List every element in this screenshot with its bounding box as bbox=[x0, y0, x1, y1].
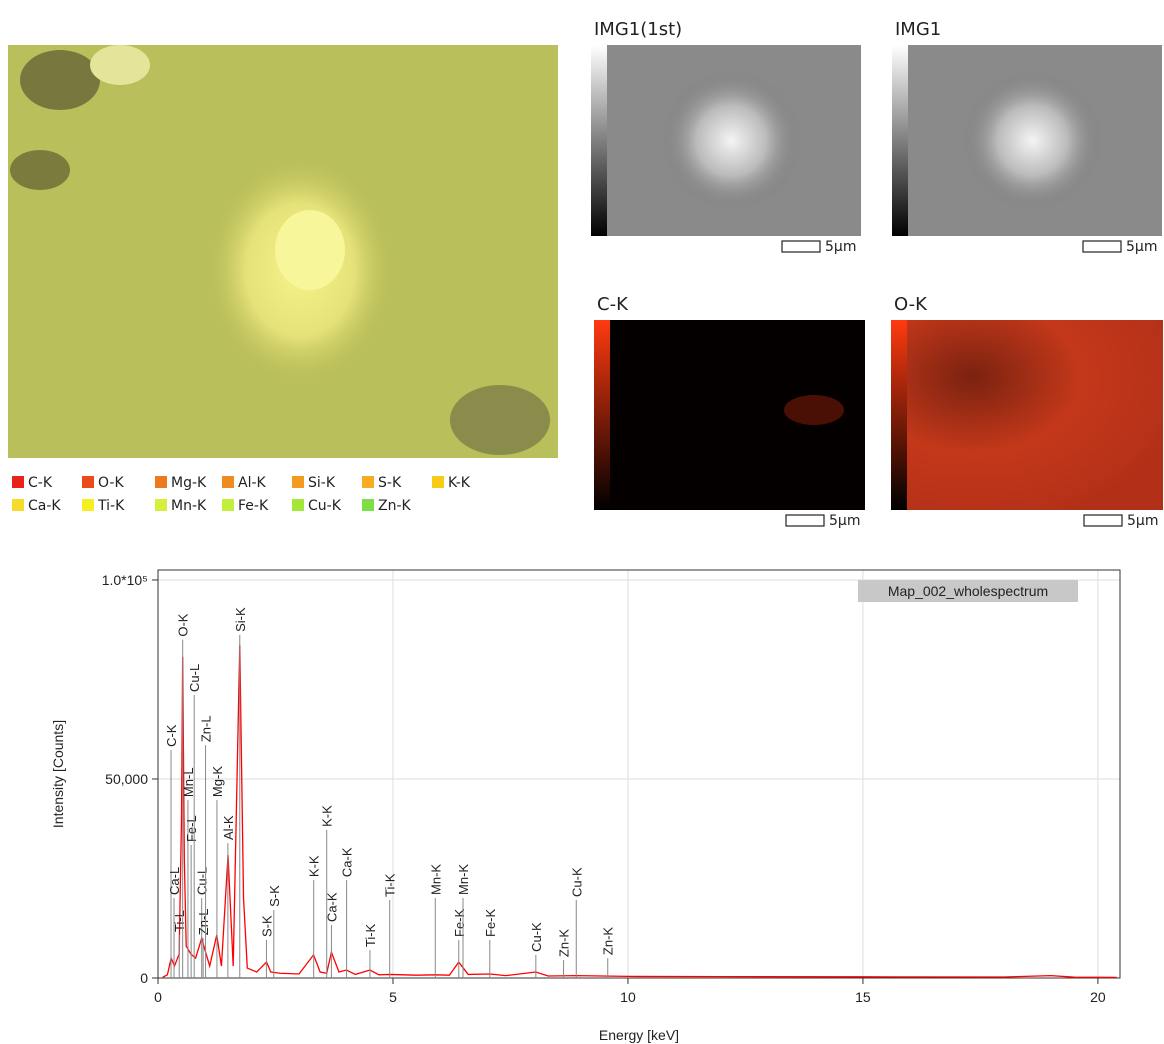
x-tick-label: 5 bbox=[389, 989, 397, 1005]
colorbar bbox=[892, 45, 908, 236]
peak-label: Mn-K bbox=[456, 864, 471, 895]
peak-label: Mg-K bbox=[210, 766, 225, 797]
scale-bar bbox=[1083, 241, 1121, 252]
peak-label: Zn-K bbox=[557, 929, 572, 958]
peak-label: K-K bbox=[307, 855, 322, 877]
panel-image bbox=[891, 320, 1163, 510]
peak-label: K-K bbox=[320, 805, 335, 827]
legend-swatch bbox=[82, 499, 94, 511]
peak-label: Zn-K bbox=[601, 927, 616, 956]
legend-swatch bbox=[292, 476, 304, 488]
peak-label: Ti-K bbox=[383, 873, 398, 897]
panel-feature bbox=[784, 395, 844, 425]
peak-label: Fe-K bbox=[452, 908, 467, 937]
panel-title: IMG1(1st) bbox=[594, 19, 682, 40]
peak-label: Ti-L bbox=[172, 910, 187, 932]
peak-label: Cu-L bbox=[195, 867, 210, 895]
legend-label: Fe-K bbox=[238, 498, 269, 514]
y-tick-label: 1.0*10⁵ bbox=[102, 572, 148, 588]
x-tick-label: 20 bbox=[1090, 989, 1106, 1005]
peak-label: O-K bbox=[176, 613, 191, 636]
legend-swatch bbox=[82, 476, 94, 488]
image-panels: IMG1(1st) 5μm IMG1 5μm C-K 5μm O-K 5μm bbox=[591, 19, 1163, 529]
colorbar bbox=[591, 45, 607, 236]
overlay-map bbox=[8, 45, 558, 458]
legend-label: K-K bbox=[448, 475, 471, 491]
y-axis-label: Intensity [Counts] bbox=[50, 720, 66, 828]
y-tick-label: 0 bbox=[140, 970, 148, 986]
peak-label: C-K bbox=[164, 724, 179, 747]
panel-title: IMG1 bbox=[895, 19, 941, 40]
peak-label: Ti-K bbox=[363, 923, 378, 947]
peak-label: S-K bbox=[259, 915, 274, 937]
peak-label: Si-K bbox=[233, 607, 248, 632]
spectrum-chart: 0 5 10 15 20 0 50,000 1.0*10⁵ Energy [keV] Intens… bbox=[50, 570, 1120, 1043]
legend-swatch bbox=[362, 499, 374, 511]
scale-bar-label: 5μm bbox=[825, 239, 856, 255]
peak-label: Al-K bbox=[221, 815, 236, 840]
scale-bar-label: 5μm bbox=[829, 513, 860, 529]
legend-label: Zn-K bbox=[378, 498, 412, 514]
panel-title: O-K bbox=[894, 294, 928, 315]
legend-label: Si-K bbox=[308, 475, 336, 491]
legend-label: Ti-K bbox=[97, 498, 125, 514]
legend-label: O-K bbox=[98, 475, 124, 491]
legend-label: C-K bbox=[28, 475, 53, 491]
panel-feature bbox=[661, 71, 801, 211]
legend-swatch bbox=[222, 476, 234, 488]
legend-label: Mn-K bbox=[171, 498, 207, 514]
plot-frame bbox=[158, 570, 1120, 978]
legend-swatch bbox=[12, 476, 24, 488]
legend-label: Cu-K bbox=[308, 498, 342, 514]
scale-bar bbox=[1084, 515, 1122, 526]
panel-feature bbox=[962, 71, 1102, 211]
legend-label: Al-K bbox=[238, 475, 267, 491]
x-tick-label: 0 bbox=[154, 989, 162, 1005]
legend-swatch bbox=[432, 476, 444, 488]
legend-swatch bbox=[222, 499, 234, 511]
legend-label: Mg-K bbox=[171, 475, 207, 491]
legend-swatch bbox=[155, 499, 167, 511]
scale-bar-label: 5μm bbox=[1127, 513, 1158, 529]
scale-bar bbox=[786, 515, 824, 526]
legend-label: Map_002_wholespectrum bbox=[888, 583, 1048, 599]
peak-label: Zn-L bbox=[196, 908, 211, 935]
peak-label: Ca-L bbox=[167, 867, 182, 895]
colorbar bbox=[594, 320, 610, 510]
scale-bar-label: 5μm bbox=[1126, 239, 1157, 255]
spectrum-line bbox=[163, 645, 1117, 978]
peak-label: Fe-K bbox=[483, 908, 498, 937]
page: C-KO-KMg-KAl-KSi-KS-KK-KCa-KTi-KMn-KFe-K… bbox=[0, 0, 1164, 1044]
peak-label: Cu-L bbox=[187, 664, 202, 692]
colorbar bbox=[891, 320, 907, 510]
peak-label: Ca-K bbox=[324, 892, 339, 922]
peak-label: Cu-K bbox=[529, 922, 544, 952]
panel-title: C-K bbox=[597, 294, 629, 315]
peak-label: Zn-L bbox=[199, 715, 214, 742]
legend-label: Ca-K bbox=[28, 498, 61, 514]
legend-swatch bbox=[12, 499, 24, 511]
peak-label: Cu-K bbox=[569, 867, 584, 897]
x-axis-label: Energy [keV] bbox=[599, 1027, 679, 1043]
legend-swatch bbox=[292, 499, 304, 511]
map-legend: C-K O-K Mg-K Al-K Si-K S-K K-K Ca-K Ti-K Mn-K Fe-K… bbox=[12, 475, 471, 514]
y-tick-label: 50,000 bbox=[105, 771, 148, 787]
scale-bar bbox=[782, 241, 820, 252]
peak-label: Mn-K bbox=[428, 864, 443, 895]
x-tick-label: 15 bbox=[855, 989, 871, 1005]
x-tick-label: 10 bbox=[620, 989, 636, 1005]
legend-swatch bbox=[155, 476, 167, 488]
peak-label: S-K bbox=[267, 885, 282, 907]
legend-swatch bbox=[362, 476, 374, 488]
legend-label: S-K bbox=[378, 475, 402, 491]
peak-label: Mn-L bbox=[181, 767, 196, 797]
peak-label: Fe-L bbox=[184, 815, 199, 842]
peak-label: Ca-K bbox=[340, 847, 355, 877]
